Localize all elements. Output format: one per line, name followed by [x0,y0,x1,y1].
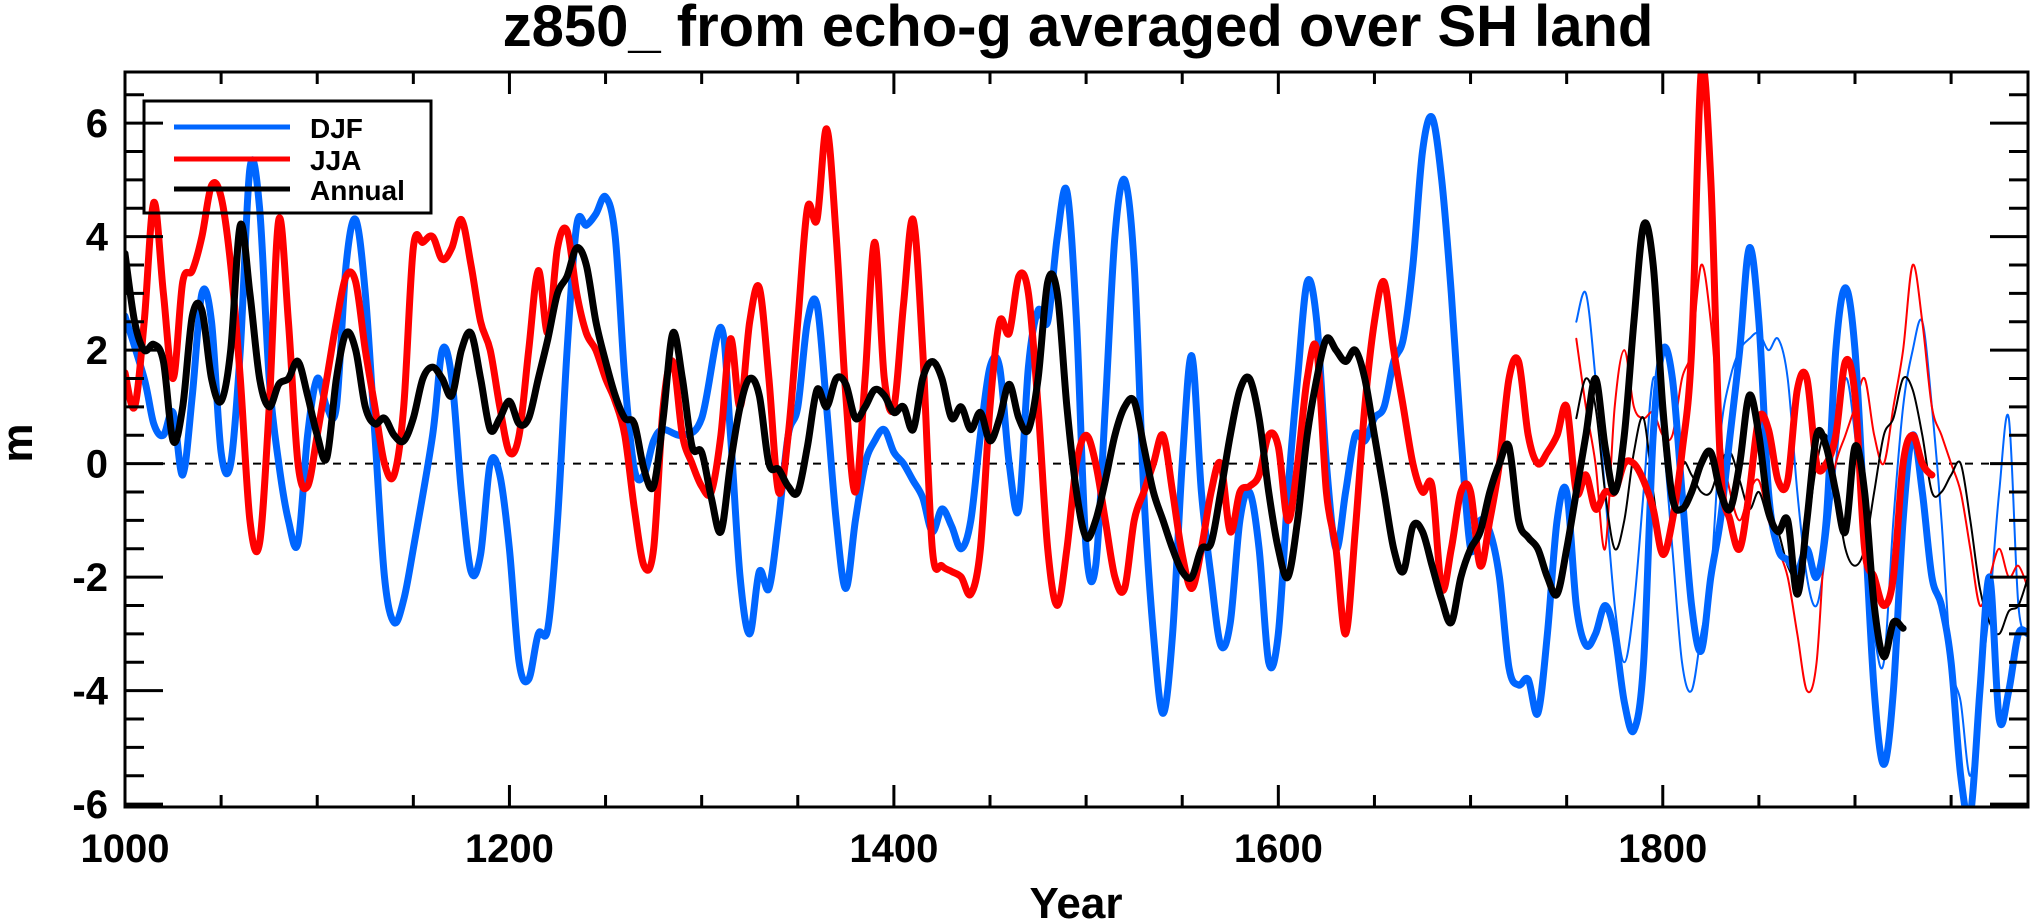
series-line-jja-thin-1755-onward [1575,263,2028,694]
legend: DJF JJA Annual [142,99,433,215]
y-tick-label: 4 [86,216,109,260]
x-tick-labels: 1000 1200 1400 1600 1800 [81,827,1708,871]
legend-entry-jja: JJA [174,145,361,176]
axis-ticks [123,72,2028,807]
x-tick-label: 1800 [1618,827,1707,871]
x-tick-label: 1000 [81,827,170,871]
legend-label-annual: Annual [310,175,405,206]
y-tick-label: 0 [86,443,108,487]
legend-label-jja: JJA [310,145,361,176]
series-layer [125,72,2028,807]
x-axis-label: Year [1030,879,1123,924]
series-line-annual [125,219,1907,661]
y-tick-label: -2 [72,556,108,600]
y-axis-label: m [0,423,42,462]
x-tick-label: 1600 [1234,827,1323,871]
plot-frame [123,70,2030,809]
y-tick-label: 6 [86,102,108,146]
y-tick-labels: -6 -4 -2 0 2 4 6 [72,102,108,827]
legend-entry-djf: DJF [174,113,363,144]
x-tick-label: 1400 [849,827,938,871]
y-tick-label: -4 [72,670,108,714]
series-line-djf-thin-1755-onward [1575,290,2028,777]
series-line-jja [125,72,1936,638]
chart-title: z850_ from echo-g averaged over SH land [503,0,1654,59]
y-tick-label: 2 [86,329,108,373]
x-tick-label: 1200 [465,827,554,871]
legend-label-djf: DJF [310,113,363,144]
legend-box [142,99,433,215]
legend-entry-annual: Annual [174,175,405,206]
y-tick-label: -6 [72,783,108,827]
